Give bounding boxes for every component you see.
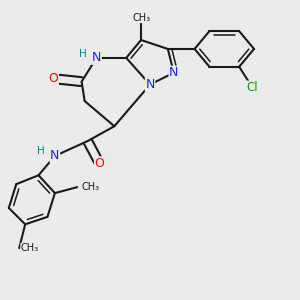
Text: CH₃: CH₃ [82,182,100,192]
Text: O: O [94,157,104,170]
Text: CH₃: CH₃ [132,13,150,23]
Text: CH₃: CH₃ [21,243,39,253]
Text: N: N [169,66,178,79]
Text: N: N [92,51,101,64]
Text: H: H [79,49,87,59]
Text: Cl: Cl [247,81,258,94]
Text: H: H [37,146,44,157]
Text: N: N [50,149,60,162]
Text: O: O [49,72,58,85]
Text: N: N [145,78,155,91]
